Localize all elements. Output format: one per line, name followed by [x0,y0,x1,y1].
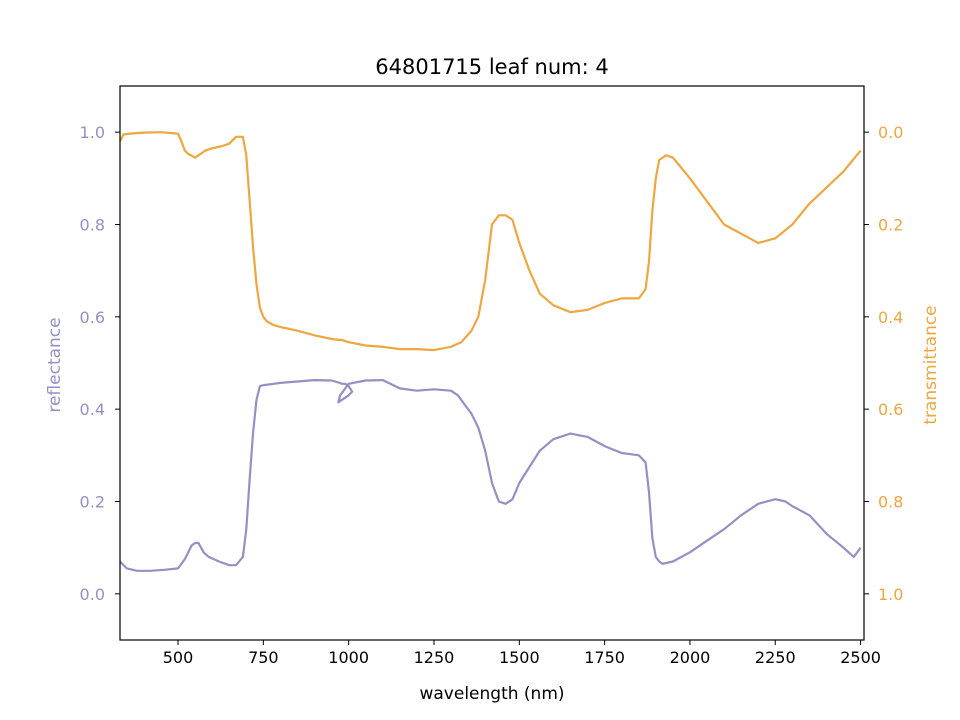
right-tick-label: 1.0 [878,585,903,604]
left-tick-label: 0.2 [80,493,105,512]
right-axis: 0.0 0.2 0.4 0.6 0.8 1.0 [864,123,903,604]
plot-frame [119,85,865,641]
x-tick-label: 1500 [499,648,540,667]
series-line-transmittance [119,131,862,352]
right-tick-label: 0.8 [878,493,903,512]
left-tick-label: 0.0 [80,585,105,604]
chart-title: 64801715 leaf num: 4 [375,55,608,79]
left-axis: 0.0 0.2 0.4 0.6 0.8 1.0 [80,123,120,604]
left-axis-label: reflectance [45,317,65,412]
x-tick-label: 2500 [840,648,881,667]
x-tick-label: 2000 [670,648,711,667]
x-tick-label: 1250 [414,648,455,667]
right-tick-label: 0.4 [878,308,903,327]
right-tick-label: 0.0 [878,123,903,142]
right-tick-label: 0.6 [878,400,903,419]
x-axis-label: wavelength (nm) [419,684,564,704]
x-tick-label: 750 [248,648,279,667]
x-tick-label: 500 [163,648,194,667]
x-tick-label: 1000 [328,648,369,667]
x-tick-label: 2250 [755,648,796,667]
x-axis: 500 750 1000 1250 1500 1750 2000 2250 2500 [163,640,881,667]
x-tick-label: 1750 [584,648,625,667]
left-tick-label: 1.0 [80,123,105,142]
series-line-reflectance [119,379,862,572]
left-tick-label: 0.8 [80,216,105,235]
plot-lines [119,131,862,572]
left-tick-label: 0.6 [80,308,105,327]
right-tick-label: 0.2 [878,216,903,235]
right-axis-label: transmittance [921,305,941,424]
left-tick-label: 0.4 [80,400,105,419]
